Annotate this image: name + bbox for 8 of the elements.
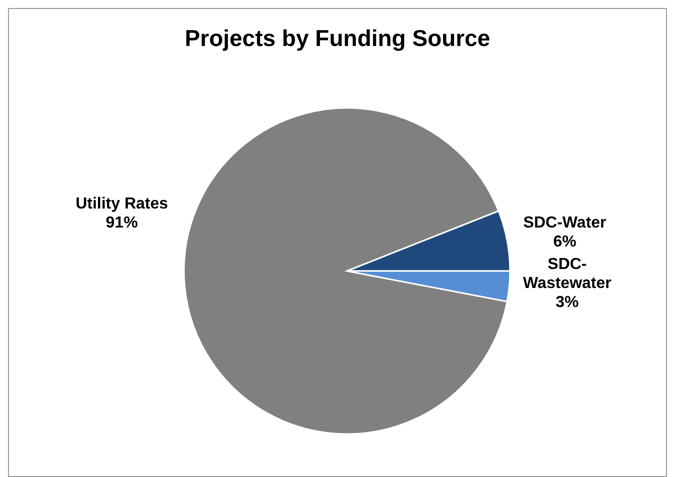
pie-slice xyxy=(183,107,508,435)
data-label: 91% xyxy=(106,214,138,232)
slice-label: SDC-Water xyxy=(523,214,606,232)
data-label: 3% xyxy=(556,294,579,312)
slice-label: Utility Rates xyxy=(76,196,168,213)
chart-title: Projects by Funding Source xyxy=(184,25,492,52)
data-label: 6% xyxy=(553,234,576,251)
slice-label: SDC-Wastewater xyxy=(523,256,612,292)
